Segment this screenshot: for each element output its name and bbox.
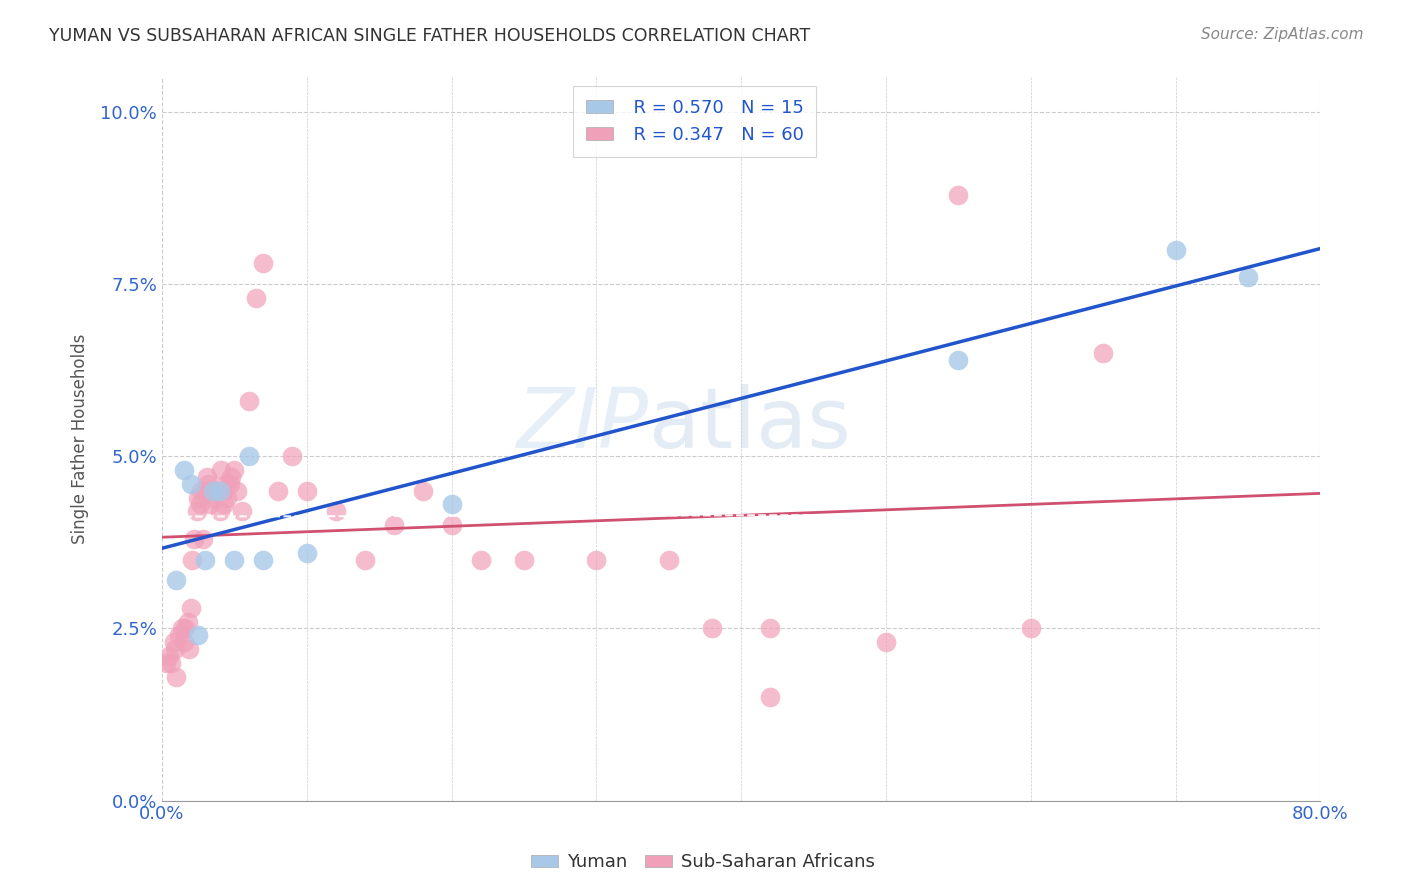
Point xyxy=(382,518,405,533)
Point xyxy=(188,498,211,512)
Point xyxy=(174,622,197,636)
Point xyxy=(165,670,187,684)
Point xyxy=(252,256,274,270)
Point xyxy=(173,463,195,477)
Point xyxy=(200,483,222,498)
Point xyxy=(205,483,228,498)
Point xyxy=(208,504,231,518)
Text: atlas: atlas xyxy=(648,384,851,465)
Point xyxy=(1237,270,1260,285)
Point xyxy=(585,552,607,566)
Point xyxy=(238,394,260,409)
Point xyxy=(513,552,536,566)
Point xyxy=(221,470,243,484)
Text: Source: ZipAtlas.com: Source: ZipAtlas.com xyxy=(1201,27,1364,42)
Legend: Yuman, Sub-Saharan Africans: Yuman, Sub-Saharan Africans xyxy=(523,847,883,879)
Point xyxy=(159,656,181,670)
Text: YUMAN VS SUBSAHARAN AFRICAN SINGLE FATHER HOUSEHOLDS CORRELATION CHART: YUMAN VS SUBSAHARAN AFRICAN SINGLE FATHE… xyxy=(49,27,810,45)
Point xyxy=(440,518,463,533)
Point xyxy=(702,622,724,636)
Point xyxy=(157,648,180,663)
Point xyxy=(186,504,208,518)
Point xyxy=(191,532,214,546)
Point xyxy=(353,552,375,566)
Point xyxy=(440,498,463,512)
Point xyxy=(163,642,186,657)
Point xyxy=(217,491,239,505)
Point xyxy=(209,463,232,477)
Point xyxy=(224,463,246,477)
Point xyxy=(201,491,224,505)
Point xyxy=(212,498,235,512)
Point xyxy=(198,498,221,512)
Point xyxy=(187,628,209,642)
Point xyxy=(295,483,318,498)
Point xyxy=(195,470,218,484)
Legend:   R = 0.570   N = 15,   R = 0.347   N = 60: R = 0.570 N = 15, R = 0.347 N = 60 xyxy=(574,87,817,157)
Point xyxy=(875,635,897,649)
Point xyxy=(177,615,200,629)
Point xyxy=(173,635,195,649)
Point xyxy=(245,291,267,305)
Point xyxy=(470,552,492,566)
Point xyxy=(215,476,238,491)
Point xyxy=(759,622,782,636)
Point xyxy=(325,504,347,518)
Point xyxy=(1164,243,1187,257)
Point xyxy=(197,476,219,491)
Point xyxy=(252,552,274,566)
Point xyxy=(231,504,253,518)
Point xyxy=(162,635,184,649)
Point xyxy=(179,642,201,657)
Point xyxy=(224,552,246,566)
Y-axis label: Single Father Households: Single Father Households xyxy=(72,334,89,544)
Point xyxy=(194,483,217,498)
Point xyxy=(181,552,204,566)
Point xyxy=(172,622,194,636)
Point xyxy=(219,476,242,491)
Point xyxy=(187,491,209,505)
Point xyxy=(165,573,187,587)
Point xyxy=(190,483,212,498)
Point xyxy=(267,483,290,498)
Text: ZIP: ZIP xyxy=(516,384,648,465)
Point xyxy=(226,483,249,498)
Point xyxy=(1092,346,1115,360)
Point xyxy=(295,546,318,560)
Point xyxy=(155,656,177,670)
Point xyxy=(194,552,217,566)
Point xyxy=(180,600,202,615)
Point xyxy=(208,483,231,498)
Point xyxy=(281,449,304,463)
Point xyxy=(948,352,970,367)
Point xyxy=(180,476,202,491)
Point xyxy=(658,552,681,566)
Point xyxy=(201,483,224,498)
Point xyxy=(183,532,205,546)
Point xyxy=(759,690,782,705)
Point xyxy=(412,483,434,498)
Point xyxy=(948,187,970,202)
Point xyxy=(169,628,191,642)
Point xyxy=(238,449,260,463)
Point xyxy=(1019,622,1042,636)
Point xyxy=(211,483,233,498)
